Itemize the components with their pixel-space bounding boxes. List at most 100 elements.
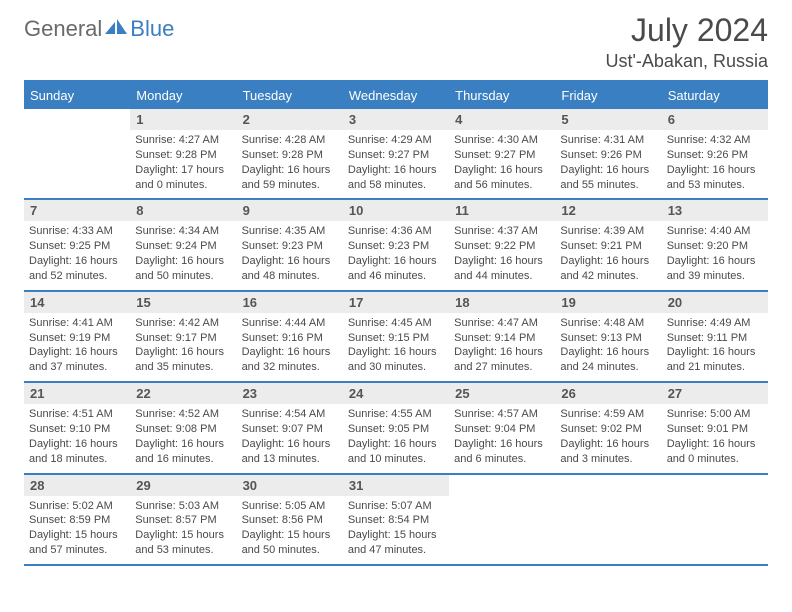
brand-sail-icon: [105, 19, 127, 40]
day-number: 14: [24, 292, 130, 313]
day-details: Sunrise: 4:37 AMSunset: 9:22 PMDaylight:…: [449, 221, 555, 289]
day-details: Sunrise: 4:28 AMSunset: 9:28 PMDaylight:…: [237, 130, 343, 198]
day-number: 31: [343, 475, 449, 496]
day-number: 5: [555, 109, 661, 130]
daylight-text-1: Daylight: 16 hours: [242, 437, 338, 452]
weekday-label: Sunday: [24, 82, 130, 109]
day-number: 6: [662, 109, 768, 130]
daylight-text-2: and 55 minutes.: [560, 178, 656, 193]
calendar-cell: 24Sunrise: 4:55 AMSunset: 9:05 PMDayligh…: [343, 383, 449, 472]
daylight-text-1: Daylight: 16 hours: [454, 163, 550, 178]
day-number: 23: [237, 383, 343, 404]
day-details: Sunrise: 4:42 AMSunset: 9:17 PMDaylight:…: [130, 313, 236, 381]
daylight-text-1: Daylight: 15 hours: [242, 528, 338, 543]
sunrise-text: Sunrise: 5:03 AM: [135, 499, 231, 514]
sunrise-text: Sunrise: 4:27 AM: [135, 133, 231, 148]
daylight-text-2: and 52 minutes.: [29, 269, 125, 284]
calendar-week: 14Sunrise: 4:41 AMSunset: 9:19 PMDayligh…: [24, 292, 768, 383]
daylight-text-1: Daylight: 16 hours: [454, 437, 550, 452]
sunrise-text: Sunrise: 5:02 AM: [29, 499, 125, 514]
day-number: 24: [343, 383, 449, 404]
day-number: 26: [555, 383, 661, 404]
calendar-cell: 27Sunrise: 5:00 AMSunset: 9:01 PMDayligh…: [662, 383, 768, 472]
sunrise-text: Sunrise: 4:40 AM: [667, 224, 763, 239]
daylight-text-1: Daylight: 16 hours: [29, 345, 125, 360]
daylight-text-1: Daylight: 16 hours: [560, 254, 656, 269]
daylight-text-1: Daylight: 15 hours: [135, 528, 231, 543]
daylight-text-1: Daylight: 16 hours: [454, 345, 550, 360]
calendar-cell: 8Sunrise: 4:34 AMSunset: 9:24 PMDaylight…: [130, 200, 236, 289]
daylight-text-1: Daylight: 16 hours: [667, 163, 763, 178]
sunrise-text: Sunrise: 4:32 AM: [667, 133, 763, 148]
sunset-text: Sunset: 8:54 PM: [348, 513, 444, 528]
sunset-text: Sunset: 9:04 PM: [454, 422, 550, 437]
weekday-label: Wednesday: [343, 82, 449, 109]
sunrise-text: Sunrise: 4:29 AM: [348, 133, 444, 148]
sunset-text: Sunset: 9:27 PM: [454, 148, 550, 163]
day-details: Sunrise: 4:59 AMSunset: 9:02 PMDaylight:…: [555, 404, 661, 472]
day-details: Sunrise: 4:48 AMSunset: 9:13 PMDaylight:…: [555, 313, 661, 381]
weekday-label: Thursday: [449, 82, 555, 109]
calendar-cell: 1Sunrise: 4:27 AMSunset: 9:28 PMDaylight…: [130, 109, 236, 198]
daylight-text-2: and 30 minutes.: [348, 360, 444, 375]
daylight-text-1: Daylight: 15 hours: [348, 528, 444, 543]
sunrise-text: Sunrise: 4:47 AM: [454, 316, 550, 331]
calendar-cell: 25Sunrise: 4:57 AMSunset: 9:04 PMDayligh…: [449, 383, 555, 472]
sunrise-text: Sunrise: 4:55 AM: [348, 407, 444, 422]
sunset-text: Sunset: 9:19 PM: [29, 331, 125, 346]
daylight-text-1: Daylight: 16 hours: [348, 437, 444, 452]
day-number: 1: [130, 109, 236, 130]
sunset-text: Sunset: 9:16 PM: [242, 331, 338, 346]
day-details: Sunrise: 4:41 AMSunset: 9:19 PMDaylight:…: [24, 313, 130, 381]
sunset-text: Sunset: 9:23 PM: [348, 239, 444, 254]
sunrise-text: Sunrise: 4:54 AM: [242, 407, 338, 422]
daylight-text-2: and 24 minutes.: [560, 360, 656, 375]
daylight-text-1: Daylight: 16 hours: [29, 254, 125, 269]
day-details: Sunrise: 4:36 AMSunset: 9:23 PMDaylight:…: [343, 221, 449, 289]
daylight-text-2: and 13 minutes.: [242, 452, 338, 467]
day-number: 25: [449, 383, 555, 404]
sunset-text: Sunset: 9:10 PM: [29, 422, 125, 437]
calendar-cell: 3Sunrise: 4:29 AMSunset: 9:27 PMDaylight…: [343, 109, 449, 198]
daylight-text-1: Daylight: 16 hours: [348, 254, 444, 269]
sunrise-text: Sunrise: 4:30 AM: [454, 133, 550, 148]
day-details: Sunrise: 4:45 AMSunset: 9:15 PMDaylight:…: [343, 313, 449, 381]
calendar-cell: .: [24, 109, 130, 198]
day-details: Sunrise: 4:52 AMSunset: 9:08 PMDaylight:…: [130, 404, 236, 472]
brand-text-2: Blue: [130, 16, 174, 42]
day-details: Sunrise: 4:55 AMSunset: 9:05 PMDaylight:…: [343, 404, 449, 472]
daylight-text-2: and 57 minutes.: [29, 543, 125, 558]
day-details: Sunrise: 4:51 AMSunset: 9:10 PMDaylight:…: [24, 404, 130, 472]
sunset-text: Sunset: 9:27 PM: [348, 148, 444, 163]
sunset-text: Sunset: 9:22 PM: [454, 239, 550, 254]
daylight-text-2: and 59 minutes.: [242, 178, 338, 193]
calendar-cell: 31Sunrise: 5:07 AMSunset: 8:54 PMDayligh…: [343, 475, 449, 564]
calendar-week: 28Sunrise: 5:02 AMSunset: 8:59 PMDayligh…: [24, 475, 768, 566]
calendar-cell: 10Sunrise: 4:36 AMSunset: 9:23 PMDayligh…: [343, 200, 449, 289]
sunset-text: Sunset: 9:14 PM: [454, 331, 550, 346]
sunset-text: Sunset: 9:02 PM: [560, 422, 656, 437]
daylight-text-2: and 50 minutes.: [242, 543, 338, 558]
brand-logo: General Blue: [24, 12, 174, 42]
daylight-text-2: and 56 minutes.: [454, 178, 550, 193]
day-details: Sunrise: 4:57 AMSunset: 9:04 PMDaylight:…: [449, 404, 555, 472]
daylight-text-1: Daylight: 16 hours: [348, 163, 444, 178]
sunrise-text: Sunrise: 4:33 AM: [29, 224, 125, 239]
daylight-text-2: and 48 minutes.: [242, 269, 338, 284]
daylight-text-1: Daylight: 16 hours: [560, 437, 656, 452]
sunrise-text: Sunrise: 4:51 AM: [29, 407, 125, 422]
daylight-text-1: Daylight: 16 hours: [667, 437, 763, 452]
daylight-text-1: Daylight: 17 hours: [135, 163, 231, 178]
sunrise-text: Sunrise: 4:59 AM: [560, 407, 656, 422]
daylight-text-2: and 10 minutes.: [348, 452, 444, 467]
daylight-text-2: and 53 minutes.: [667, 178, 763, 193]
calendar-cell: 21Sunrise: 4:51 AMSunset: 9:10 PMDayligh…: [24, 383, 130, 472]
calendar-cell: 7Sunrise: 4:33 AMSunset: 9:25 PMDaylight…: [24, 200, 130, 289]
calendar-cell: .: [555, 475, 661, 564]
sunset-text: Sunset: 9:26 PM: [560, 148, 656, 163]
sunrise-text: Sunrise: 4:36 AM: [348, 224, 444, 239]
day-details: Sunrise: 4:47 AMSunset: 9:14 PMDaylight:…: [449, 313, 555, 381]
daylight-text-2: and 0 minutes.: [135, 178, 231, 193]
calendar-cell: 14Sunrise: 4:41 AMSunset: 9:19 PMDayligh…: [24, 292, 130, 381]
day-number: 9: [237, 200, 343, 221]
